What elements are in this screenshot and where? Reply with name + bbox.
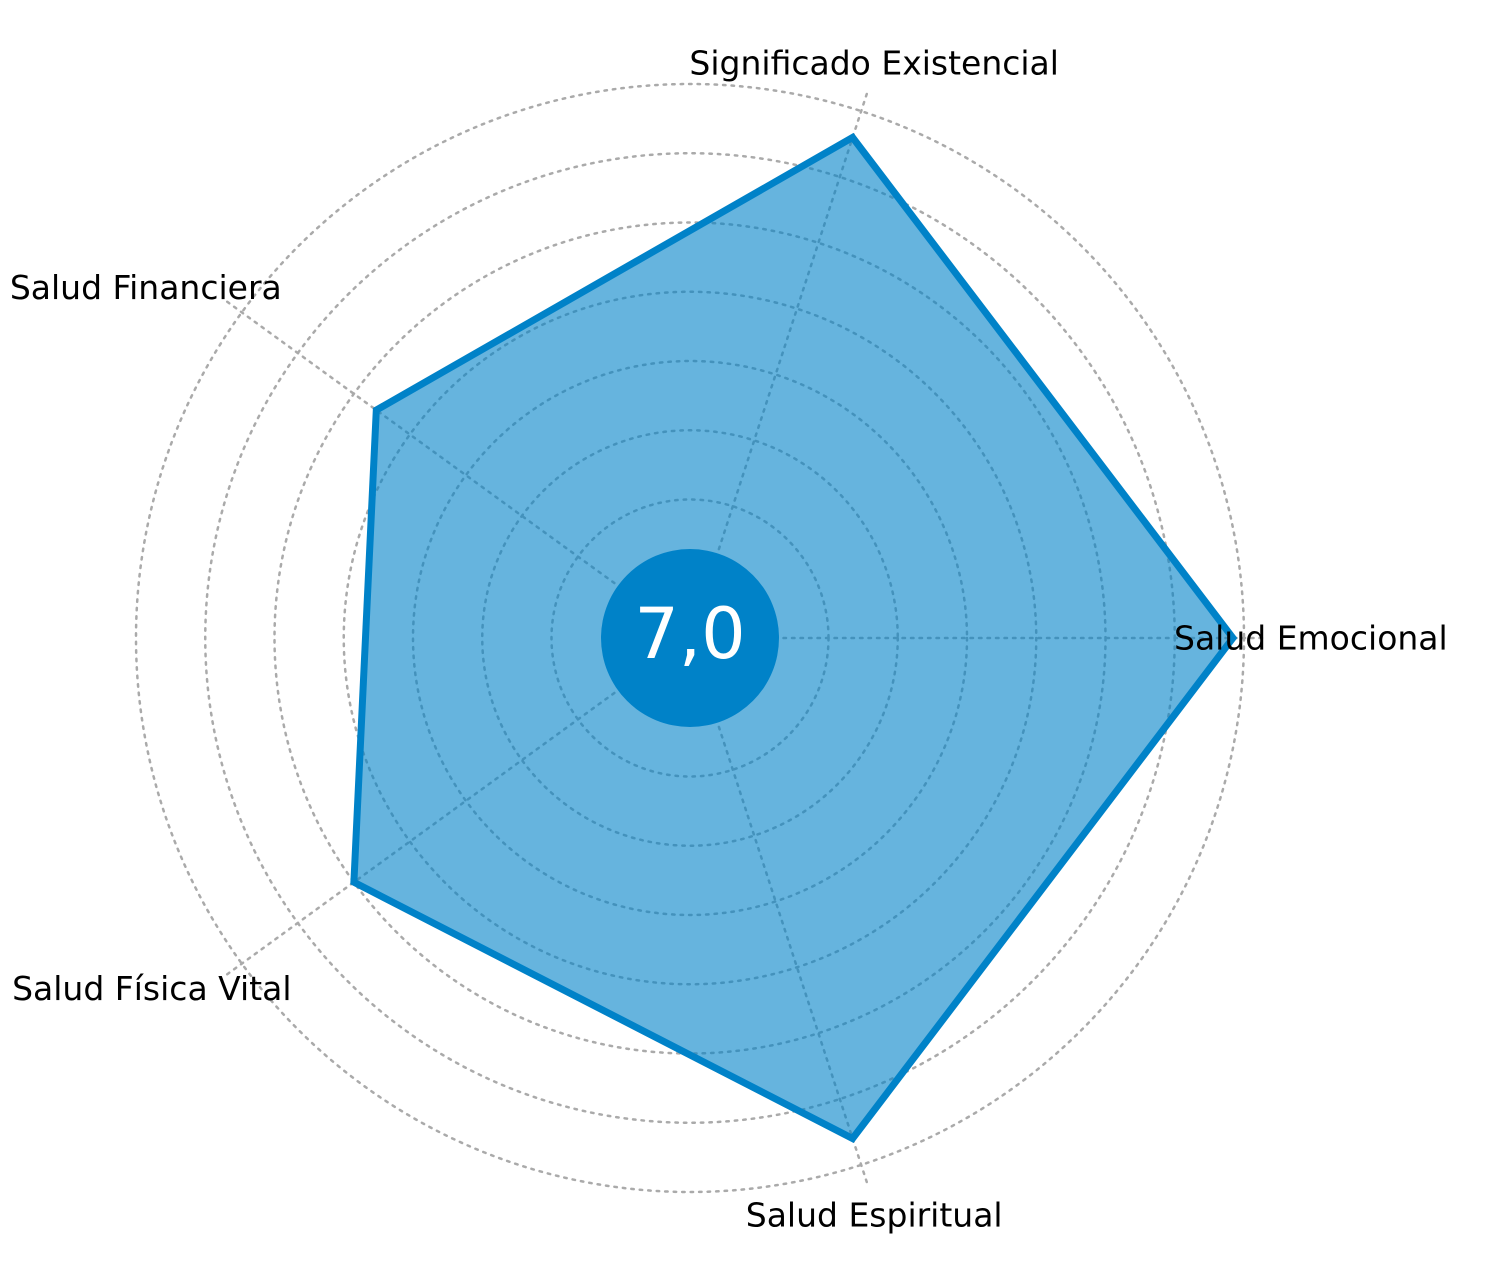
axis-label: Salud Física Vital xyxy=(12,969,291,1008)
center-score-circle xyxy=(601,549,779,727)
series-area xyxy=(353,137,1233,1139)
series-outline xyxy=(350,132,1238,1143)
radar-series xyxy=(350,132,1238,1143)
axis-labels: Salud Emocional Significado Existencial Sa… xyxy=(10,44,1448,1235)
axis-label: Salud Financiera xyxy=(10,268,282,307)
axis-label: Salud Espiritual xyxy=(746,1195,1003,1234)
axis-label: Significado Existencial xyxy=(689,44,1059,83)
center-score: 7,0 xyxy=(601,549,779,727)
center-score-value: 7,0 xyxy=(634,593,745,675)
axis-label: Salud Emocional xyxy=(1174,619,1448,658)
